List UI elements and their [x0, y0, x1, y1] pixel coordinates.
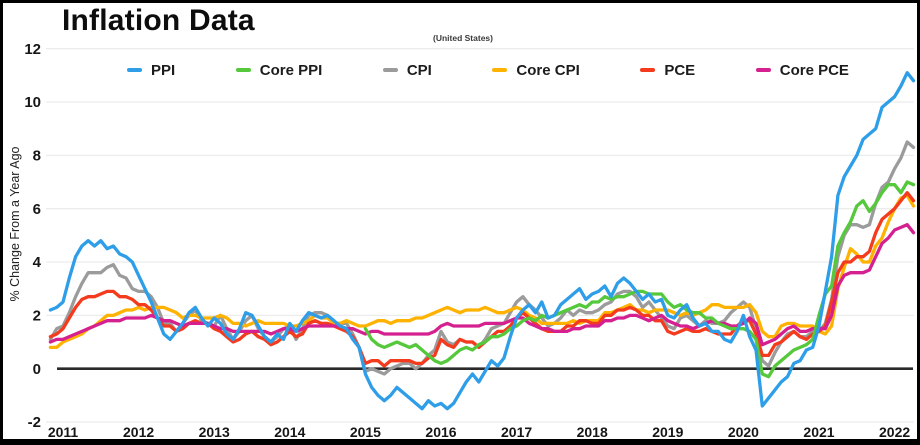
pce-line-swatch	[640, 67, 656, 73]
y-tick-label: 2	[33, 308, 41, 325]
x-tick-label: 2019	[652, 424, 683, 440]
page-title: Inflation Data	[62, 4, 255, 37]
y-tick-label: 8	[33, 148, 41, 165]
core-cpi-line-swatch	[492, 67, 508, 73]
series-line-core-cpi	[48, 193, 916, 350]
legend-label: Core PPI	[259, 61, 323, 79]
x-tick-label: 2011	[48, 424, 79, 440]
ppi-line-swatch	[127, 67, 142, 73]
series-line-core-pce	[48, 223, 916, 347]
legend-item-core-ppi: Core PPI	[235, 61, 323, 79]
series-line-pce	[48, 191, 916, 368]
x-tick-label: 2021	[803, 424, 834, 440]
legend-item-core-cpi: Core CPI	[492, 61, 580, 79]
x-tick-label: 2020	[728, 424, 759, 440]
x-tick-label: 2015	[350, 424, 381, 440]
x-tick-label: 2022	[879, 424, 910, 440]
legend-item-core-pce: Core PCE	[755, 61, 849, 79]
legend-item-pce: PCE	[640, 62, 695, 79]
core-ppi-line-swatch	[235, 67, 251, 73]
x-tick-label: 2013	[199, 424, 230, 440]
x-tick-label: 2016	[425, 424, 456, 440]
y-tick-label: 4	[33, 254, 42, 271]
core-pce-line-swatch	[755, 67, 771, 73]
cpi-line-swatch	[382, 67, 398, 73]
x-tick-label: 2018	[577, 424, 608, 440]
legend-item-cpi: CPI	[382, 61, 432, 79]
chart-subtitle: (United States)	[433, 33, 493, 43]
legend-item-ppi: PPI	[127, 62, 175, 79]
legend-label: Core PCE	[779, 61, 849, 79]
legend-label: CPI	[406, 61, 432, 79]
y-tick-label: -2	[28, 414, 41, 431]
series-line-core-ppi	[363, 180, 916, 379]
y-tick-label: 0	[33, 361, 41, 378]
y-tick-label: 12	[24, 41, 41, 58]
legend-label: PCE	[664, 61, 696, 79]
series-line-ppi	[48, 71, 916, 411]
x-tick-label: 2017	[501, 424, 532, 440]
y-tick-label: 10	[24, 94, 41, 111]
y-tick-label: 6	[33, 201, 41, 218]
y-axis-title: % Change From a Year Ago	[8, 146, 22, 302]
chart-legend: PPI Core PPI CPI Core CPI PCE Core PCE	[127, 61, 849, 79]
legend-label: Core CPI	[516, 61, 580, 79]
x-tick-label: 2012	[123, 424, 154, 440]
x-tick-label: 2014	[274, 424, 305, 440]
legend-label: PPI	[151, 61, 176, 79]
